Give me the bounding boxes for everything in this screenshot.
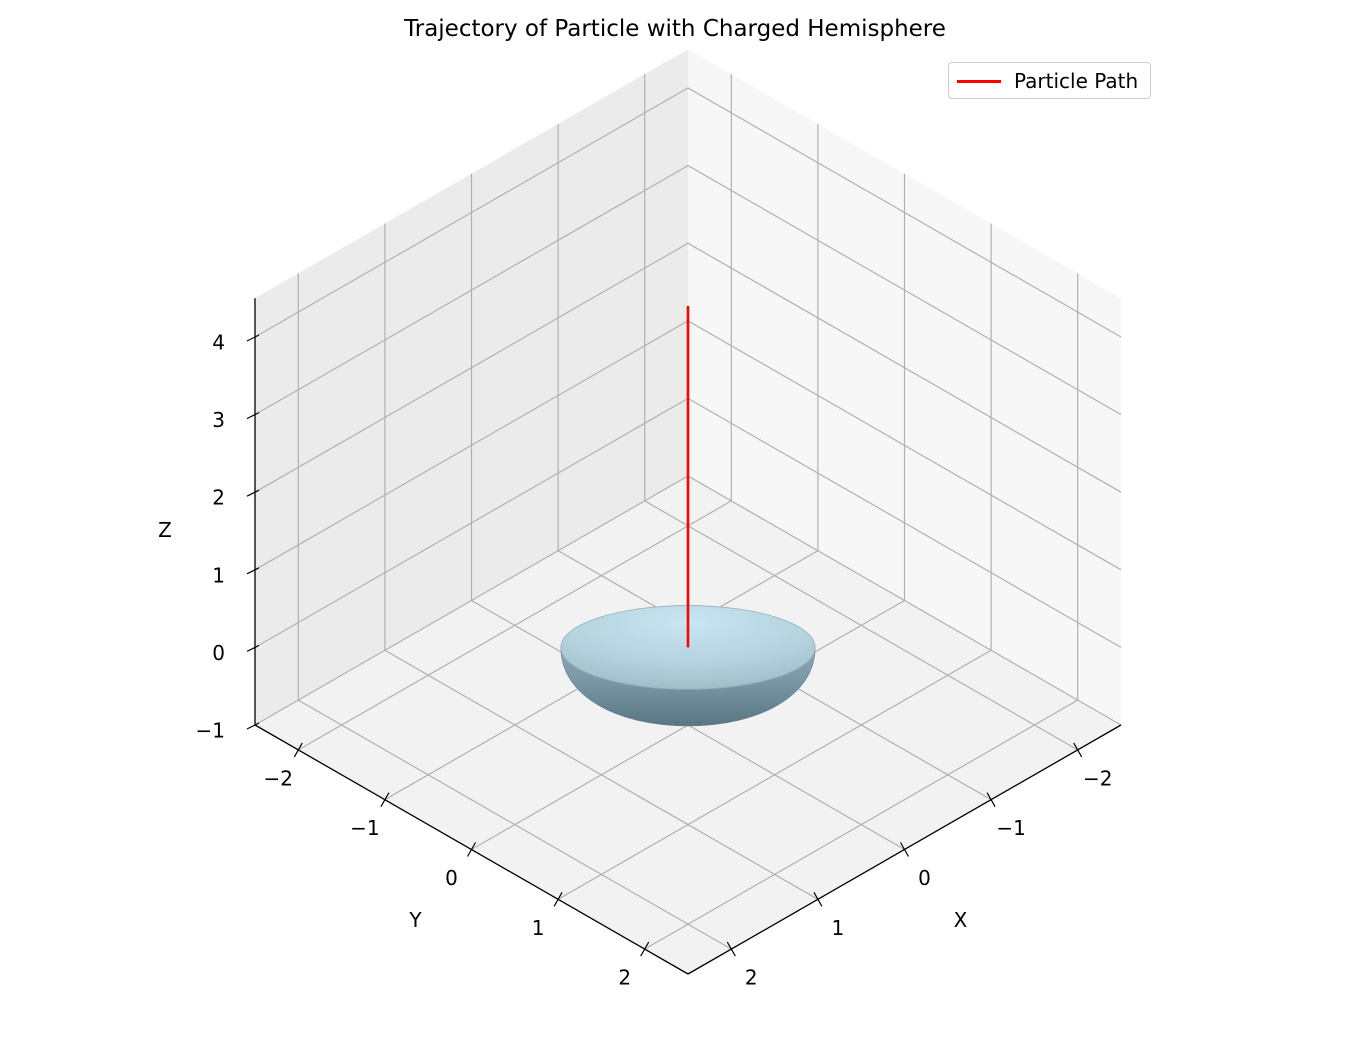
z-axis-label: Z <box>158 518 172 542</box>
x-axis-label: X <box>954 908 968 932</box>
y-tick-0 <box>293 742 303 758</box>
x-tick-4 <box>726 941 736 957</box>
tick-marks <box>246 334 1083 957</box>
y-tick-3 <box>553 892 563 907</box>
z-tick-1 <box>246 644 260 652</box>
legend: Particle Path <box>948 62 1151 99</box>
x-tick-label-3: 1 <box>832 916 845 940</box>
y-tick-label-4: 2 <box>618 966 631 990</box>
legend-swatch-particle-path <box>957 80 1001 83</box>
y-tick-label-1: −1 <box>350 816 379 840</box>
y-tick-label-0: −2 <box>264 766 293 790</box>
chart-title: Trajectory of Particle with Charged Hemi… <box>404 16 946 42</box>
y-tick-4 <box>640 941 650 957</box>
x-tick-label-0: −2 <box>1083 766 1112 790</box>
z-tick-2 <box>246 567 260 575</box>
y-axis-label: Y <box>408 908 422 932</box>
grid-line-z-5 <box>254 87 1122 338</box>
z-tick-label-0: −1 <box>196 719 225 743</box>
x-tick-label-1: −1 <box>996 816 1025 840</box>
y-tick-label-2: 0 <box>445 866 458 890</box>
x-tick-label-2: 0 <box>918 866 931 890</box>
z-tick-0 <box>246 722 260 730</box>
legend-label-particle-path: Particle Path <box>1014 69 1139 93</box>
x-tick-0 <box>1073 742 1083 758</box>
z-tick-label-5: 4 <box>212 331 225 355</box>
grid-lines <box>254 74 1122 950</box>
x-tick-3 <box>813 892 823 907</box>
y-tick-label-3: 1 <box>532 916 545 940</box>
y-tick-1 <box>380 792 390 807</box>
z-tick-3 <box>246 489 260 497</box>
y-tick-2 <box>466 842 477 857</box>
z-tick-label-3: 2 <box>212 486 225 510</box>
x-tick-label-4: 2 <box>745 966 758 990</box>
z-tick-label-2: 1 <box>212 563 225 587</box>
grid-line-z-3 <box>254 242 1122 493</box>
tick-labels: −2 −1 0 1 2 −2 −1 0 1 2 −1 0 1 2 3 4 <box>196 331 1113 990</box>
z-tick-5 <box>246 334 260 342</box>
x-tick-2 <box>899 842 910 857</box>
x-tick-1 <box>986 792 996 807</box>
grid-line-z-4 <box>254 164 1122 416</box>
z-tick-4 <box>246 412 260 420</box>
z-tick-label-4: 3 <box>212 408 225 432</box>
z-tick-label-1: 0 <box>212 641 225 665</box>
